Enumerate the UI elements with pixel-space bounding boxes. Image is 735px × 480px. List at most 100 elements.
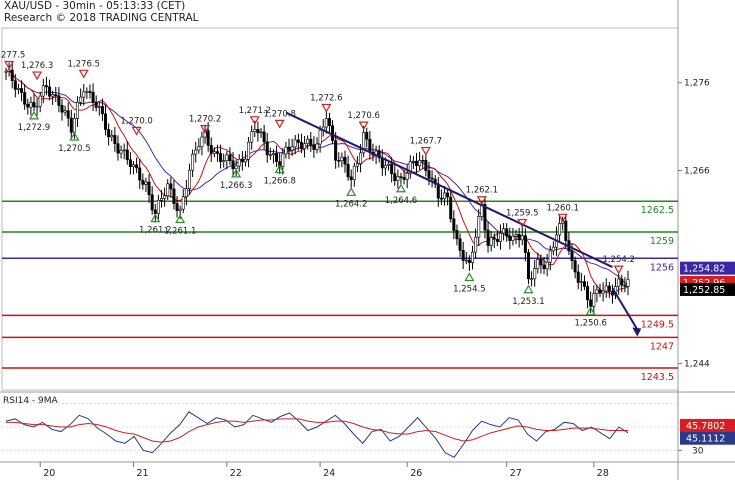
price-tag-label: 1,254.82	[683, 264, 725, 275]
swing-low-marker	[231, 168, 242, 178]
candle-body	[110, 135, 114, 138]
candle-body	[439, 197, 443, 200]
candle-body	[63, 110, 67, 113]
candle-body	[368, 138, 372, 153]
candle-body	[421, 160, 425, 162]
candle-body	[489, 237, 493, 246]
candle-body	[365, 132, 369, 140]
candle-body	[119, 150, 123, 154]
candle-body	[415, 160, 419, 166]
rsi-line	[5, 411, 629, 458]
candle-body	[234, 165, 238, 170]
level-label: 1256	[650, 262, 674, 273]
swing-low-label: 1,261.2	[139, 226, 171, 236]
candle-body	[163, 195, 167, 199]
candle-body	[548, 250, 552, 263]
candle-body	[474, 236, 478, 253]
candle-body	[526, 252, 530, 280]
candle-body	[184, 188, 188, 198]
level-label: 1262.5	[641, 205, 674, 216]
candle-body	[327, 118, 331, 126]
swing-high-label: 1,267.7	[410, 137, 442, 147]
candle-body	[51, 94, 55, 97]
candle-body	[54, 94, 58, 97]
swing-high-marker	[274, 119, 285, 129]
swing-high-label: 1,276.3	[21, 61, 53, 71]
candle-body	[44, 85, 48, 88]
swing-high-label: 1,276.5	[68, 59, 100, 69]
swing-high-marker	[249, 116, 260, 126]
swing-low-marker	[346, 187, 357, 196]
candle-body	[607, 285, 611, 292]
candle-body	[138, 167, 142, 181]
candle-body	[443, 192, 447, 200]
candle-body	[284, 146, 288, 155]
rsi-ma-line	[6, 418, 628, 443]
candle-body	[306, 138, 310, 144]
candle-body	[508, 235, 512, 241]
candle-body	[231, 160, 235, 170]
candle-body	[299, 142, 303, 150]
swing-low-label: 1,270.5	[58, 144, 90, 154]
swing-low-marker	[150, 213, 161, 223]
candle-body	[281, 153, 285, 167]
candle-body	[309, 138, 313, 146]
candle-body	[477, 216, 481, 238]
candle-body	[262, 131, 266, 143]
candle-body	[122, 149, 126, 152]
candle-body	[595, 289, 599, 294]
candle-body	[256, 129, 260, 134]
candle-body	[483, 204, 487, 231]
candle-body	[69, 117, 73, 133]
candle-body	[219, 153, 223, 162]
candle-body	[7, 69, 11, 72]
candle-body	[505, 228, 509, 237]
y-tick-label: 1,266	[684, 166, 710, 176]
candle-body	[144, 181, 148, 185]
swing-high-marker	[4, 60, 15, 70]
candle-body	[41, 85, 45, 97]
candle-body	[492, 237, 496, 240]
swing-low-marker	[395, 183, 407, 193]
candle-body	[296, 139, 300, 143]
candle-body	[396, 176, 400, 181]
candle-body	[135, 164, 139, 169]
swing-high-marker	[517, 218, 528, 228]
rsi-tag-bg	[680, 418, 735, 432]
candle-body	[402, 177, 406, 180]
candle-body	[160, 198, 164, 201]
candle-body	[60, 105, 64, 113]
candle-body	[399, 176, 403, 178]
candle-body	[542, 264, 546, 270]
candle-body	[592, 293, 596, 307]
candle-body	[48, 86, 52, 97]
candle-body	[57, 95, 61, 106]
candle-body	[601, 290, 605, 294]
candle-body	[271, 153, 275, 155]
x-tick-label: 27	[510, 468, 522, 479]
candle-body	[464, 259, 468, 262]
candle-body	[206, 130, 210, 146]
candle-body	[334, 140, 338, 161]
swing-high-marker	[358, 121, 369, 131]
candle-body	[620, 278, 624, 286]
candle-body	[408, 161, 412, 174]
projection-arrow-head	[632, 327, 642, 337]
swing-high-label: 1,260.1	[546, 203, 578, 213]
candle-body	[237, 158, 241, 167]
projection-arrow-shaft	[611, 287, 639, 331]
candle-body	[13, 80, 17, 90]
swing-high-marker	[32, 71, 43, 81]
candle-body	[187, 169, 191, 189]
swing-high-label: 1,259.5	[506, 209, 538, 219]
candle-body	[97, 106, 101, 108]
candle-body	[100, 106, 104, 115]
candle-body	[147, 181, 151, 196]
candle-body	[132, 164, 136, 167]
swing-low-marker	[585, 306, 596, 316]
candle-body	[446, 192, 450, 198]
candle-body	[558, 223, 562, 236]
candle-body	[514, 234, 518, 237]
chart-title: XAU/USD - 30min - 05:13:33 (CET)	[4, 0, 186, 12]
